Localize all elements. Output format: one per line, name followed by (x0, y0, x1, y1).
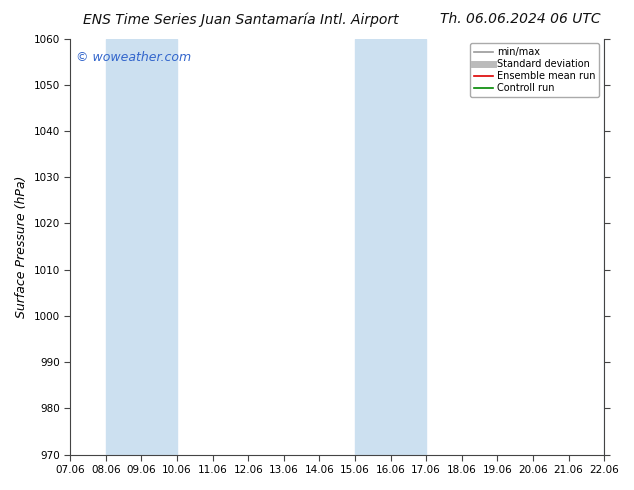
Text: Th. 06.06.2024 06 UTC: Th. 06.06.2024 06 UTC (439, 12, 600, 26)
Text: © woweather.com: © woweather.com (75, 51, 191, 64)
Bar (355, 39, 426, 455)
Bar (106, 39, 177, 455)
Y-axis label: Surface Pressure (hPa): Surface Pressure (hPa) (15, 175, 28, 318)
Text: ENS Time Series Juan Santamaría Intl. Airport: ENS Time Series Juan Santamaría Intl. Ai… (83, 12, 399, 27)
Legend: min/max, Standard deviation, Ensemble mean run, Controll run: min/max, Standard deviation, Ensemble me… (470, 44, 599, 97)
Bar (604, 39, 622, 455)
